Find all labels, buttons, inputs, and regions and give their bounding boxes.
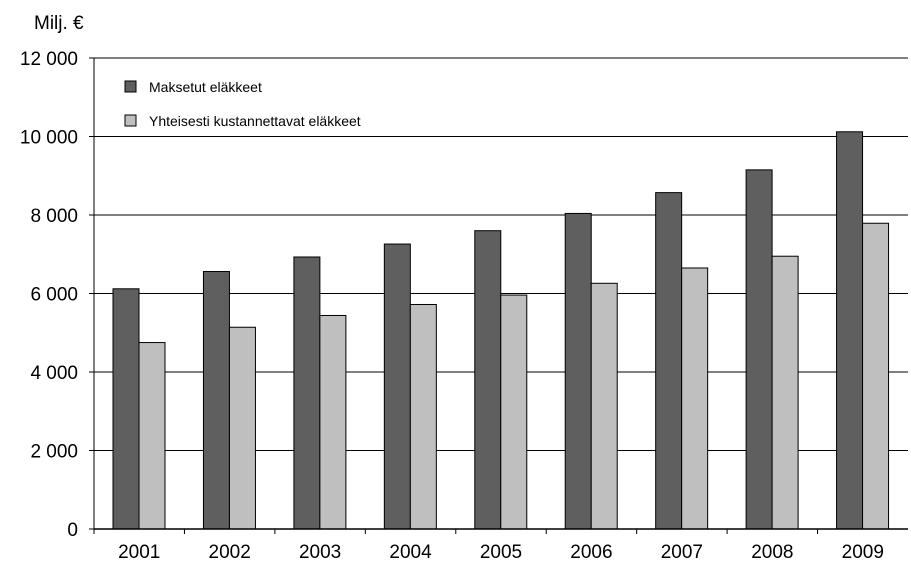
bar-yhteisesti-2008 bbox=[771, 255, 799, 530]
y-tick-label: 4 000 bbox=[30, 363, 78, 384]
bar-maksetut-2002 bbox=[202, 271, 230, 530]
bar-maksetut-2006 bbox=[564, 212, 592, 530]
x-tick-label: 2006 bbox=[570, 542, 612, 561]
legend-label: Maksetut eläkkeet bbox=[149, 79, 262, 95]
bar-yhteisesti-2002 bbox=[228, 326, 256, 530]
bar-yhteisesti-2005 bbox=[500, 294, 528, 530]
legend-label: Yhteisesti kustannettavat eläkkeet bbox=[149, 113, 361, 129]
x-tick-label: 2001 bbox=[118, 542, 160, 561]
y-tick-label: 2 000 bbox=[30, 442, 78, 463]
legend-swatch bbox=[124, 80, 137, 93]
y-tick-label: 0 bbox=[67, 520, 78, 541]
bar-maksetut-2009 bbox=[836, 131, 864, 530]
bars bbox=[112, 131, 890, 530]
bar-maksetut-2003 bbox=[293, 256, 321, 530]
x-tick-labels: 2001 2002 2003 2004 2005 2006 2007 2008 2009 bbox=[118, 542, 884, 561]
y-tick-label: 8 000 bbox=[30, 206, 78, 227]
x-tick-label: 2005 bbox=[480, 542, 522, 561]
x-tick-label: 2002 bbox=[209, 542, 251, 561]
bar-yhteisesti-2007 bbox=[681, 267, 709, 530]
y-axis-label: Milj. € bbox=[34, 13, 84, 34]
bar-yhteisesti-2001 bbox=[138, 342, 166, 530]
bar-yhteisesti-2003 bbox=[319, 314, 347, 530]
x-tick-label: 2008 bbox=[751, 542, 793, 561]
bar-yhteisesti-2009 bbox=[862, 222, 890, 530]
bar-maksetut-2007 bbox=[655, 192, 683, 530]
x-tick-label: 2004 bbox=[389, 542, 432, 561]
legend-swatch bbox=[124, 114, 137, 127]
x-tick-label: 2009 bbox=[842, 542, 884, 561]
bar-maksetut-2004 bbox=[383, 243, 411, 530]
x-tick-label: 2007 bbox=[661, 542, 703, 561]
bar-maksetut-2005 bbox=[474, 230, 502, 530]
x-tick-label: 2003 bbox=[299, 542, 341, 561]
bar-maksetut-2001 bbox=[112, 288, 140, 530]
y-tick-labels: 0 2 000 4 000 6 000 8 000 10 000 12 000 bbox=[20, 49, 78, 541]
y-tick-label: 6 000 bbox=[30, 285, 78, 306]
y-tick-label: 10 000 bbox=[20, 128, 78, 149]
y-tick-label: 12 000 bbox=[20, 49, 78, 70]
bar-yhteisesti-2004 bbox=[409, 303, 437, 530]
bar-maksetut-2008 bbox=[745, 169, 773, 530]
bar-yhteisesti-2006 bbox=[590, 282, 618, 530]
axes bbox=[89, 57, 908, 534]
legend: Maksetut eläkkeet Yhteisesti kustannettav… bbox=[124, 79, 361, 129]
